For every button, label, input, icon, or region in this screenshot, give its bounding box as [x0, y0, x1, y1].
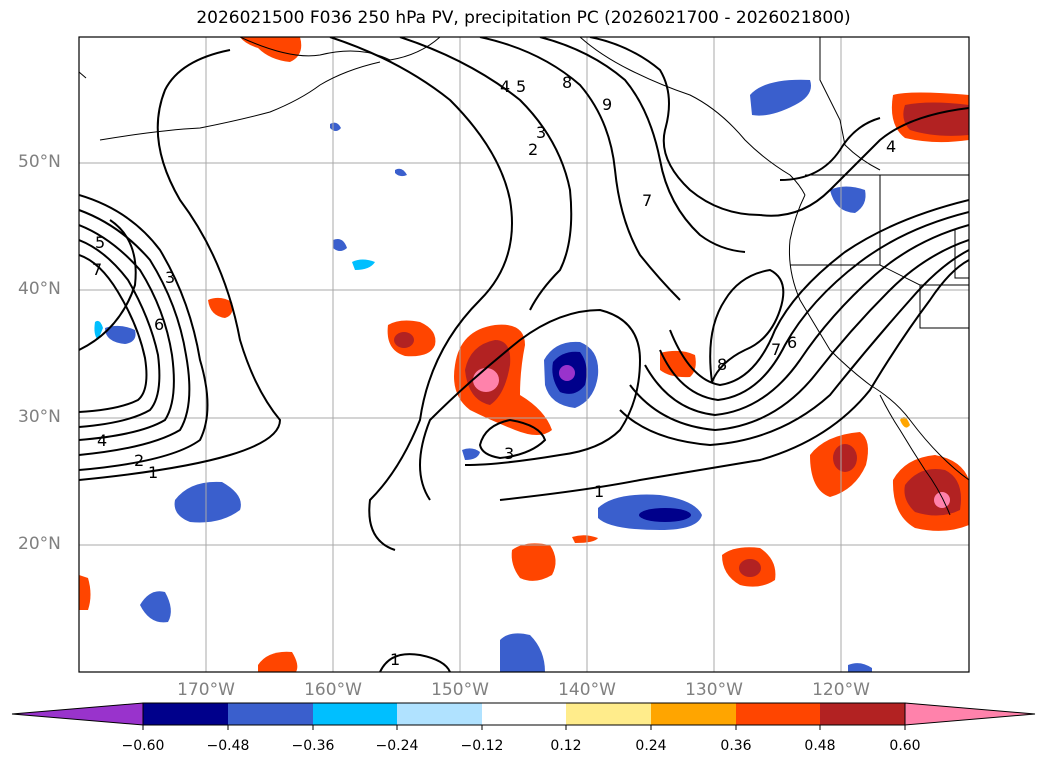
colorbar-tick-label: 0.12 — [550, 738, 582, 754]
precip-negative-blob — [94, 320, 103, 340]
coastlines — [79, 37, 969, 516]
contour-label: 4 — [886, 137, 896, 156]
contour-label: 8 — [717, 355, 727, 374]
colorbar-tick-label: −0.48 — [206, 738, 250, 754]
colorbar-tick-label: 0.36 — [720, 738, 752, 754]
lon-label-160w: 160°W — [304, 680, 362, 700]
lat-label-50n: 50°N — [18, 152, 61, 172]
colorbar-tick-label: −0.12 — [460, 738, 504, 754]
contour-label: 5 — [516, 77, 526, 96]
contour-label: 1 — [148, 463, 158, 482]
precip-negative-blob — [500, 633, 545, 672]
colorbar-tick-label: −0.36 — [291, 738, 335, 754]
precip-negative-blob — [174, 481, 241, 523]
contour-label: 7 — [92, 260, 102, 279]
contour-label: 3 — [536, 123, 546, 142]
contour-label: 6 — [787, 333, 797, 352]
precip-positive-core — [739, 559, 761, 577]
colorbar-tick-label: 0.48 — [804, 738, 836, 754]
lat-label-30n: 30°N — [18, 407, 61, 427]
colorbar-segment — [397, 703, 482, 725]
contour-label: 4 — [97, 431, 107, 450]
precip-positive-blob — [572, 535, 598, 543]
colorbar-segment — [482, 703, 566, 725]
colorbar-segment — [651, 703, 736, 725]
lon-label-140w: 140°W — [558, 680, 616, 700]
colorbar-min-extension — [11, 702, 144, 726]
colorbar-tick-label: −0.24 — [375, 738, 419, 754]
contour-label: 1 — [390, 650, 400, 669]
contour-label: 3 — [165, 268, 175, 287]
precip-positive-blob — [208, 297, 233, 318]
colorbar-segment — [736, 703, 820, 725]
contour-label: 6 — [154, 315, 164, 334]
colorbar-tick-label: 0.60 — [889, 738, 921, 754]
precip-positive-blob — [511, 543, 556, 581]
colorbar-segment — [143, 703, 228, 725]
precip-negative-blob — [333, 239, 347, 251]
precip-positive-core — [903, 102, 969, 136]
lat-label-40n: 40°N — [18, 279, 61, 299]
precip-negative-blob — [140, 591, 171, 623]
precip-max-core — [934, 492, 950, 508]
contour-label: 7 — [642, 191, 652, 210]
precip-min-core — [559, 365, 575, 381]
precip-positive-blob — [258, 651, 298, 672]
precip-negative-blob — [352, 259, 375, 270]
precip-negative-blob — [395, 168, 407, 177]
precip-negative-blob — [330, 122, 341, 131]
precip-negative-blob — [848, 663, 872, 672]
colorbar — [11, 702, 1036, 730]
map-area: 4 5 8 9 3 2 7 5 7 3 6 4 2 1 3 1 8 7 6 4 … — [79, 37, 969, 672]
contour-label: 4 — [500, 77, 510, 96]
precip-negative-blob — [830, 186, 866, 213]
precip-positive-blob — [660, 350, 696, 378]
colorbar-segment — [228, 703, 313, 725]
colorbar-tick-label: 0.24 — [635, 738, 667, 754]
colorbar-max-extension — [904, 702, 1036, 726]
contour-label: 2 — [134, 451, 144, 470]
lon-label-120w: 120°W — [812, 680, 870, 700]
contour-label: 1 — [594, 482, 604, 501]
pv-contours — [79, 37, 969, 672]
precip-negative-blob — [462, 448, 480, 460]
colorbar-segment — [313, 703, 397, 725]
contour-label: 7 — [771, 340, 781, 359]
precip-positive-core — [833, 444, 857, 472]
precipitation-shading — [79, 37, 969, 672]
lon-label-150w: 150°W — [431, 680, 489, 700]
precip-positive-blob — [79, 575, 91, 610]
lon-label-130w: 130°W — [685, 680, 743, 700]
colorbar-segment — [820, 703, 905, 725]
map-title: 2026021500 F036 250 hPa PV, precipitatio… — [196, 8, 851, 28]
contour-labels: 4 5 8 9 3 2 7 5 7 3 6 4 2 1 3 1 8 7 6 4 … — [92, 73, 896, 669]
map-frame — [78, 36, 970, 673]
colorbar-segment — [566, 703, 651, 725]
contour-label: 5 — [95, 233, 105, 252]
precip-negative-blob — [750, 79, 811, 116]
precip-negative-blob — [105, 325, 136, 344]
colorbar-tick-label: −0.60 — [121, 738, 165, 754]
contour-label: 2 — [528, 140, 538, 159]
precip-positive-blob — [900, 416, 910, 428]
precip-negative-core — [639, 508, 691, 522]
precip-positive-core — [394, 332, 414, 348]
lon-label-170w: 170°W — [177, 680, 235, 700]
lat-label-20n: 20°N — [18, 534, 61, 554]
contour-label: 3 — [504, 444, 514, 463]
contour-label: 9 — [602, 95, 612, 114]
contour-label: 8 — [562, 73, 572, 92]
precip-max-core — [473, 368, 499, 392]
